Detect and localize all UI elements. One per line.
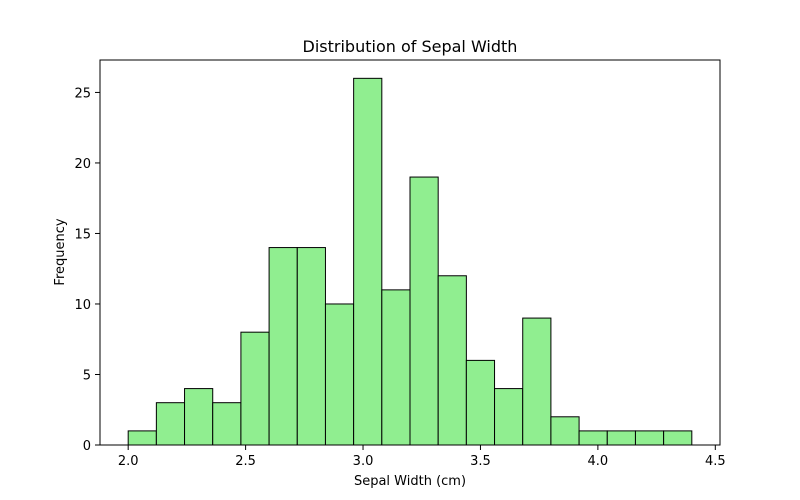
histogram-bar <box>212 402 242 446</box>
histogram-bar <box>353 77 383 446</box>
x-tick-label: 3.0 <box>353 454 374 469</box>
histogram-bar <box>296 247 326 446</box>
y-tick-label: 15 <box>74 227 91 242</box>
y-tick-label: 5 <box>83 368 91 383</box>
histogram-bar <box>550 416 580 446</box>
histogram-bar <box>465 359 496 446</box>
histogram-bar <box>324 303 355 446</box>
histogram-bar <box>155 402 186 446</box>
histogram-bar <box>634 430 665 446</box>
chart-title: Distribution of Sepal Width <box>303 37 518 56</box>
y-axis: 0 5 10 15 20 25 <box>74 86 100 454</box>
histogram-bar <box>437 275 467 446</box>
x-tick-label: 2.5 <box>235 454 256 469</box>
histogram-bar <box>578 430 608 446</box>
histogram-bar <box>663 430 693 446</box>
histogram-bar <box>606 430 636 446</box>
histogram-bar <box>522 317 552 446</box>
plot-frame <box>99 59 721 446</box>
x-tick-label: 4.5 <box>705 454 726 469</box>
bars-group <box>127 77 693 446</box>
x-axis: 2.0 2.5 3.0 3.5 4.0 4.5 <box>118 445 726 469</box>
y-tick-label: 20 <box>74 157 91 172</box>
x-tick-label: 2.0 <box>118 454 139 469</box>
x-tick-label: 3.5 <box>470 454 491 469</box>
histogram-bar <box>409 176 439 446</box>
histogram-bar <box>240 331 270 446</box>
y-tick-label: 10 <box>74 298 91 313</box>
y-tick-label: 25 <box>74 86 91 101</box>
y-axis-label: Frequency <box>53 218 68 285</box>
y-tick-label: 0 <box>83 439 91 454</box>
histogram-bar <box>268 247 298 446</box>
histogram-bar <box>127 430 157 446</box>
histogram-bar <box>184 388 214 446</box>
histogram-bar <box>494 388 524 446</box>
histogram-bar <box>381 289 411 446</box>
x-tick-label: 4.0 <box>588 454 609 469</box>
x-axis-label: Sepal Width (cm) <box>354 474 466 489</box>
